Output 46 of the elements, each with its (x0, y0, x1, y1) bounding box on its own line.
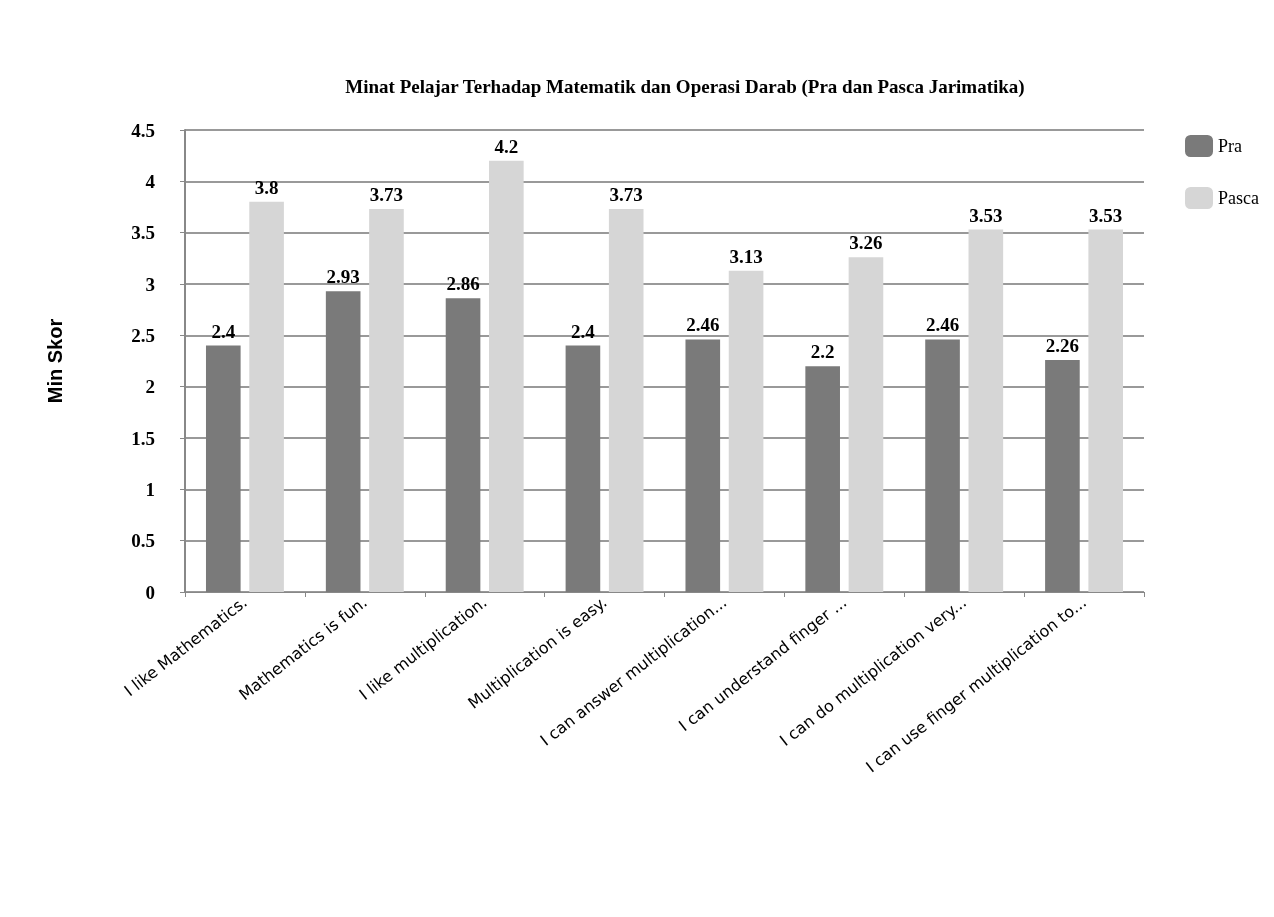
bar (325, 291, 361, 592)
bar (205, 345, 241, 592)
bar (925, 339, 960, 592)
bar (728, 270, 764, 592)
data-label: 2.2 (810, 341, 835, 363)
chart-title: Minat Pelajar Terhadap Matematik dan Operasi Darab (Pra dan Pasca Jarimatika) (345, 76, 1025, 98)
bar (369, 209, 404, 592)
data-label: 2.86 (446, 273, 480, 295)
legend-label: Pasca (1218, 188, 1260, 208)
data-label: 3.26 (849, 232, 883, 254)
data-label: 3.73 (369, 184, 404, 206)
y-tick-label: 4.5 (131, 119, 155, 141)
data-label: 3.53 (1089, 204, 1123, 226)
bar (249, 201, 284, 592)
bar (608, 209, 644, 592)
data-label: 3.8 (254, 176, 279, 198)
data-label: 2.26 (1045, 334, 1080, 356)
data-label: 3.73 (609, 184, 643, 206)
y-tick-label: 1 (145, 478, 155, 500)
bar (805, 366, 840, 592)
y-tick-label: 0 (145, 581, 155, 603)
data-label: 2.46 (686, 314, 720, 336)
data-label: 3.53 (969, 204, 1003, 226)
bar (445, 298, 481, 592)
y-tick-label: 0.5 (131, 530, 155, 552)
data-label: 2.4 (211, 320, 236, 342)
bar (565, 345, 601, 592)
data-label: 4.2 (494, 135, 519, 157)
data-label: 3.13 (729, 245, 763, 267)
data-label: 2.46 (925, 314, 960, 336)
bar (1045, 359, 1080, 592)
y-tick-label: 2 (145, 376, 155, 398)
y-tick-label: 2.5 (131, 324, 155, 346)
y-tick-label: 3.5 (131, 222, 155, 244)
data-label: 2.93 (326, 266, 360, 288)
data-label: 2.4 (571, 320, 596, 342)
bar (489, 160, 524, 592)
bar (1088, 229, 1124, 592)
bar (848, 257, 884, 592)
y-tick-label: 3 (145, 273, 155, 295)
y-tick-label: 1.5 (131, 427, 155, 449)
bar (685, 339, 721, 592)
legend-label: Pra (1218, 136, 1243, 156)
bar (968, 229, 1004, 592)
y-tick-label: 4 (145, 170, 156, 192)
y-axis-title: Min Skor (44, 318, 66, 404)
